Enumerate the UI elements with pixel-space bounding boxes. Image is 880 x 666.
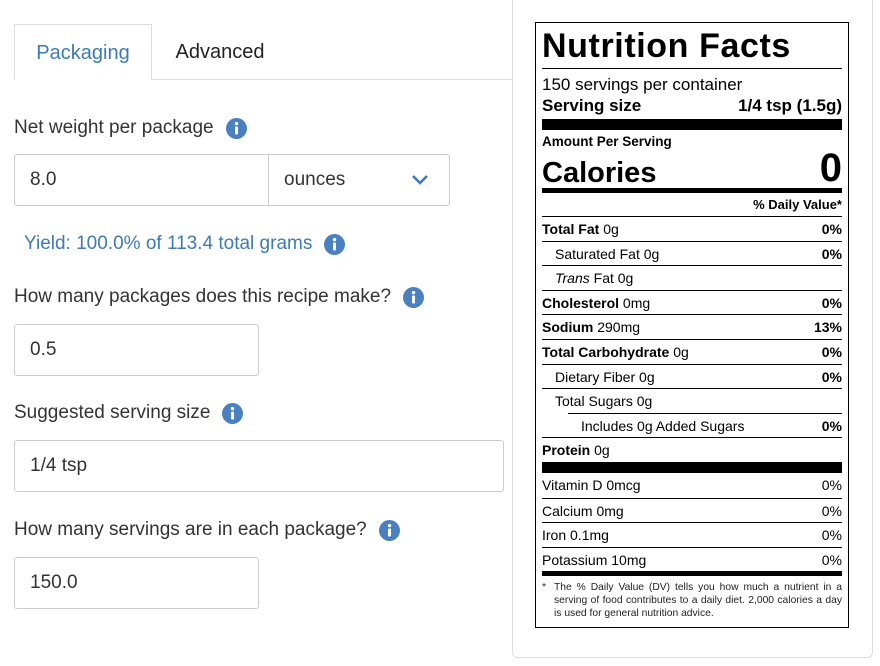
field-label: How many packages does this recipe make? xyxy=(14,284,424,310)
nutrient-name: Saturated Fat xyxy=(555,245,640,262)
field-label: Net weight per package xyxy=(14,115,247,141)
info-icon[interactable] xyxy=(226,118,247,139)
nutrient-name: Sodium xyxy=(542,319,594,336)
serving-size-label: Serving size xyxy=(542,96,642,115)
nutrient-name: Total Fat xyxy=(542,221,600,237)
vitamin-name: Calcium xyxy=(542,502,593,519)
nutrient-amount: 0g xyxy=(617,270,634,287)
vitamin-amount: 0mcg xyxy=(606,476,641,493)
select-value: ounces xyxy=(284,169,346,190)
dv-header: % Daily Value* xyxy=(753,197,842,212)
nutrient-amount: 0g xyxy=(673,343,689,360)
nutrient-row: Protein 0g xyxy=(542,437,842,462)
label-text: How many packages does this recipe make? xyxy=(14,286,392,307)
text-input[interactable]: 150.0 xyxy=(14,557,259,609)
text-input[interactable]: 0.5 xyxy=(14,324,259,376)
calories-row: Calories 0 xyxy=(542,146,842,190)
vitamin-name: Vitamin D xyxy=(542,476,603,493)
nutrient-name: Dietary Fiber xyxy=(555,368,636,385)
nutrient-amount: 0g xyxy=(603,221,619,237)
calories-value: 0 xyxy=(819,146,842,190)
info-icon[interactable] xyxy=(222,403,243,424)
tab[interactable]: Packaging xyxy=(14,24,152,80)
vitamin-dv: 0% xyxy=(821,502,842,519)
vitamin-row: Vitamin D 0mcg 0% xyxy=(542,473,842,498)
nutrient-amount: 290mg xyxy=(597,319,641,336)
tab[interactable]: Advanced xyxy=(175,41,265,63)
footnote: * The % Daily Value (DV) tells you how mu… xyxy=(542,581,842,620)
vitamin-dv: 0% xyxy=(821,551,842,568)
text-input[interactable]: 8.0 xyxy=(14,154,269,206)
nutrient-dv: 13% xyxy=(813,319,842,336)
preview-panel xyxy=(512,0,873,658)
nutrient-row: Total Fat 0g 0% xyxy=(542,216,842,241)
rule xyxy=(542,188,842,193)
label-text: Net weight per package xyxy=(14,117,214,138)
vitamin-dv: 0% xyxy=(821,476,842,493)
nutrient-row: Cholesterol 0mg 0% xyxy=(542,289,842,315)
yield-text: Yield: 100.0% of 113.4 total grams xyxy=(24,233,313,254)
rule xyxy=(542,571,842,577)
nutrient-amount: 0g xyxy=(639,368,655,385)
vitamin-row: Potassium 10mg 0% xyxy=(542,546,842,572)
nutrient-prefix: Trans xyxy=(555,270,590,287)
text-input[interactable]: 1/4 tsp xyxy=(14,440,504,492)
yield-info: Yield: 100.0% of 113.4 total grams xyxy=(24,231,345,257)
vitamin-dv: 0% xyxy=(821,527,842,544)
nutrient-dv: 0% xyxy=(821,221,842,237)
nutrient-dv: 0% xyxy=(821,294,842,311)
nutrient-dv: 0% xyxy=(821,343,842,360)
unit-select[interactable]: ounces xyxy=(268,154,450,206)
info-icon[interactable] xyxy=(403,287,424,308)
nutrient-name: Fat xyxy=(593,270,614,287)
nutrient-name: Total Sugars xyxy=(555,393,633,410)
nutrient-name: Cholesterol xyxy=(542,294,620,311)
vitamin-row: Calcium 0mg 0% xyxy=(542,497,842,523)
vitamin-row: Iron 0.1mg 0% xyxy=(542,522,842,547)
nutrient-dv: 0% xyxy=(821,417,842,434)
chevron xyxy=(412,175,428,185)
nutrient-row: Trans Fat 0g xyxy=(542,265,842,290)
nutrient-amount: 0g xyxy=(643,245,660,262)
nutrient-amount: 0g xyxy=(636,393,653,410)
nutrition-label: Nutrition Facts 150 servings per contain… xyxy=(535,22,849,628)
vitamin-amount: 0.1mg xyxy=(570,527,609,544)
vitamin-amount: 10mg xyxy=(611,551,647,568)
rule xyxy=(542,119,842,130)
label-text: How many servings are in each package? xyxy=(14,519,367,540)
footnote-text: The % Daily Value (DV) tells you how muc… xyxy=(554,582,842,620)
nutrient-name: Total Carbohydrate xyxy=(542,343,670,360)
amount-per-serving: Amount Per Serving xyxy=(542,134,672,149)
nutrient-row: Total Carbohydrate 0g 0% xyxy=(542,338,842,364)
calories-label: Calories xyxy=(542,157,657,189)
nutrient-dv: 0% xyxy=(821,245,842,262)
footnote-mark: * xyxy=(542,582,547,594)
nutrient-amount: 0mg xyxy=(622,294,651,311)
field-label: How many servings are in each package? xyxy=(14,517,400,543)
nutrient-amount: 0g xyxy=(594,442,610,459)
info-icon[interactable] xyxy=(324,234,345,255)
nutrient-row: Sodium 290mg 13% xyxy=(542,314,842,339)
label-title: Nutrition Facts xyxy=(542,23,842,69)
label-text: Suggested serving size xyxy=(14,402,211,423)
rule xyxy=(542,461,842,473)
servings-per-container: 150 servings per container xyxy=(542,75,743,94)
info-icon[interactable] xyxy=(379,520,400,541)
serving-size-row: Serving size 1/4 tsp (1.5g) xyxy=(542,95,842,117)
nutrient-dv: 0% xyxy=(821,368,842,385)
vitamin-amount: 0mg xyxy=(596,502,624,519)
nutrient-text: Includes 0g Added Sugars xyxy=(581,417,745,434)
nutrient-row: Total Sugars 0g xyxy=(542,388,842,413)
tab-divider xyxy=(14,79,512,80)
serving-size: 1/4 tsp (1.5g) xyxy=(738,96,842,115)
nutrient-row: Saturated Fat 0g 0% xyxy=(542,240,842,266)
nutrient-name: Protein xyxy=(542,442,591,459)
field-label: Suggested serving size xyxy=(14,400,243,426)
vitamin-name: Iron xyxy=(542,527,567,544)
nutrient-row: Dietary Fiber 0g 0% xyxy=(542,363,842,389)
nutrient-row: Includes 0g Added Sugars 0% xyxy=(568,412,842,438)
vitamin-name: Potassium xyxy=(542,551,608,568)
